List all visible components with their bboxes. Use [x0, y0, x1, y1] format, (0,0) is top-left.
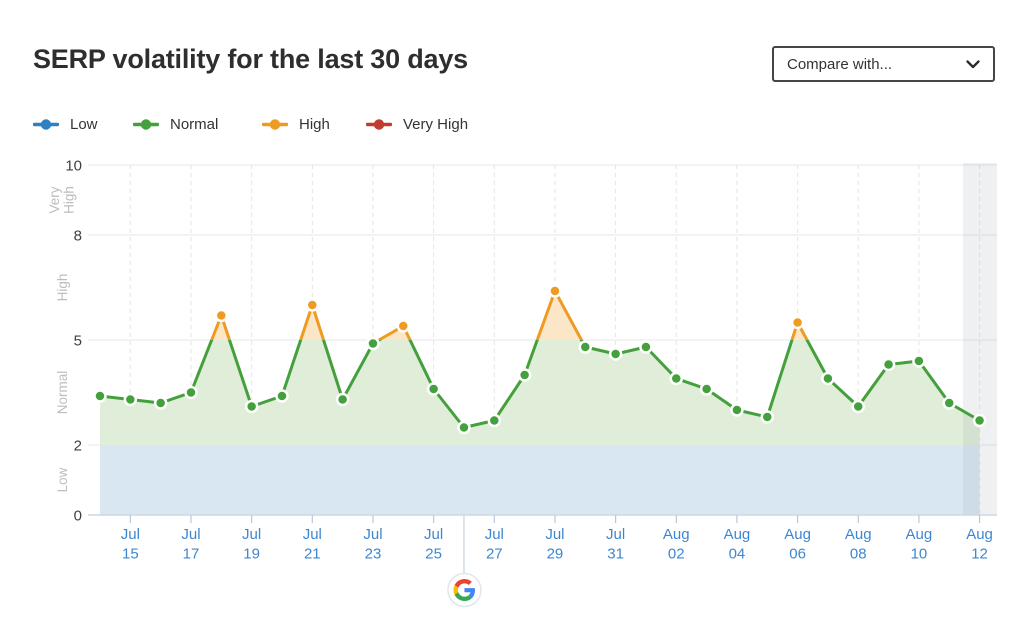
data-point-aug-01[interactable]: [639, 340, 653, 354]
data-point-aug-02[interactable]: [669, 371, 684, 386]
x-tick-label-aug-10[interactable]: Aug 10: [906, 526, 933, 563]
y-tick-label-2: 2: [74, 438, 82, 455]
data-point-jul-24[interactable]: [396, 319, 411, 333]
data-point-jul-16[interactable]: [153, 396, 168, 410]
compare-with-label: Compare with...: [787, 55, 893, 73]
today-highlight-band: [963, 163, 997, 515]
data-point-jul-25[interactable]: [426, 382, 441, 396]
google-g-red: [454, 579, 472, 588]
data-point-aug-06[interactable]: [790, 315, 805, 330]
data-point-jul-20[interactable]: [275, 389, 289, 403]
zone-label-high: High: [55, 274, 70, 302]
legend-item-high[interactable]: High: [262, 116, 330, 133]
data-point-aug-05[interactable]: [760, 410, 775, 424]
data-point-jul-30[interactable]: [578, 340, 593, 354]
data-point-jul-31[interactable]: [608, 347, 623, 361]
low-zone-fill: [100, 445, 980, 515]
legend-label: High: [299, 116, 330, 133]
legend-item-very-high[interactable]: Very High: [366, 116, 468, 133]
x-tick-label-aug-04[interactable]: Aug 04: [724, 526, 751, 563]
data-point-aug-07[interactable]: [821, 371, 835, 386]
data-point-aug-04[interactable]: [730, 403, 744, 417]
zone-label-very-high: VeryHigh: [47, 186, 77, 214]
legend-marker-icon: [33, 119, 59, 130]
x-tick-label-jul-27[interactable]: Jul 27: [485, 526, 504, 563]
x-tick-label-jul-25[interactable]: Jul 25: [424, 526, 443, 563]
legend-marker-icon: [133, 119, 159, 130]
data-point-jul-23[interactable]: [366, 336, 380, 351]
zone-label-low: Low: [55, 467, 70, 492]
data-point-aug-12[interactable]: [972, 413, 987, 428]
compare-with-dropdown[interactable]: Compare with...: [772, 46, 995, 82]
normal-zone-fill: [100, 340, 980, 445]
data-point-jul-18[interactable]: [214, 308, 229, 323]
data-point-aug-11[interactable]: [942, 396, 956, 410]
x-tick-label-jul-29[interactable]: Jul 29: [545, 526, 564, 563]
x-tick-label-jul-23[interactable]: Jul 23: [363, 526, 382, 563]
x-tick-label-jul-15[interactable]: Jul 15: [121, 526, 140, 563]
data-point-aug-08[interactable]: [851, 399, 865, 414]
google-g-blue: [464, 588, 475, 599]
x-tick-label-aug-12[interactable]: Aug 12: [966, 526, 993, 563]
legend-item-low[interactable]: Low: [33, 116, 98, 133]
x-tick-label-aug-08[interactable]: Aug 08: [845, 526, 872, 563]
volatility-line: [99, 340, 981, 429]
x-tick-label-jul-21[interactable]: Jul 21: [303, 526, 322, 563]
legend-item-normal[interactable]: Normal: [133, 116, 218, 133]
data-point-jul-14[interactable]: [93, 389, 107, 403]
legend-marker-icon: [262, 119, 288, 130]
data-point-jul-19[interactable]: [244, 399, 259, 414]
google-g-logo: [453, 579, 475, 601]
data-point-jul-21[interactable]: [305, 298, 320, 312]
y-tick-label-10: 10: [65, 158, 82, 175]
x-tick-label-jul-19[interactable]: Jul 19: [242, 526, 261, 563]
x-tick-label-aug-02[interactable]: Aug 02: [663, 526, 690, 563]
data-point-aug-03[interactable]: [699, 382, 714, 396]
chart-legend: Low Normal High Very High: [0, 116, 1024, 136]
y-tick-label-0: 0: [74, 508, 82, 525]
google-update-icon[interactable]: [447, 572, 482, 608]
data-point-aug-09[interactable]: [881, 357, 896, 372]
data-point-jul-15[interactable]: [123, 392, 138, 407]
data-point-aug-10[interactable]: [912, 354, 926, 368]
y-tick-label-5: 5: [74, 333, 82, 350]
data-point-jul-17[interactable]: [184, 385, 198, 400]
data-point-jul-26[interactable]: [457, 420, 471, 435]
google-g-green: [454, 592, 472, 601]
zone-label-normal: Normal: [55, 371, 70, 415]
x-tick-label-jul-17[interactable]: Jul 17: [181, 526, 200, 563]
google-g-yellow: [453, 585, 459, 595]
page-title: SERP volatility for the last 30 days: [33, 44, 468, 74]
legend-label: Low: [70, 116, 98, 133]
legend-label: Very High: [403, 116, 469, 133]
legend-marker-icon: [366, 119, 392, 130]
x-tick-label-aug-06[interactable]: Aug 06: [784, 526, 811, 563]
data-point-jul-28[interactable]: [517, 368, 532, 382]
x-tick-label-jul-31[interactable]: Jul 31: [606, 526, 625, 563]
volatility-line-high: [210, 289, 809, 340]
data-point-jul-27[interactable]: [487, 413, 502, 428]
data-point-jul-29[interactable]: [548, 284, 562, 298]
legend-label: Normal: [170, 116, 219, 133]
y-tick-label-8: 8: [74, 228, 82, 245]
data-point-jul-22[interactable]: [335, 392, 350, 407]
chevron-down-icon: [966, 59, 980, 68]
